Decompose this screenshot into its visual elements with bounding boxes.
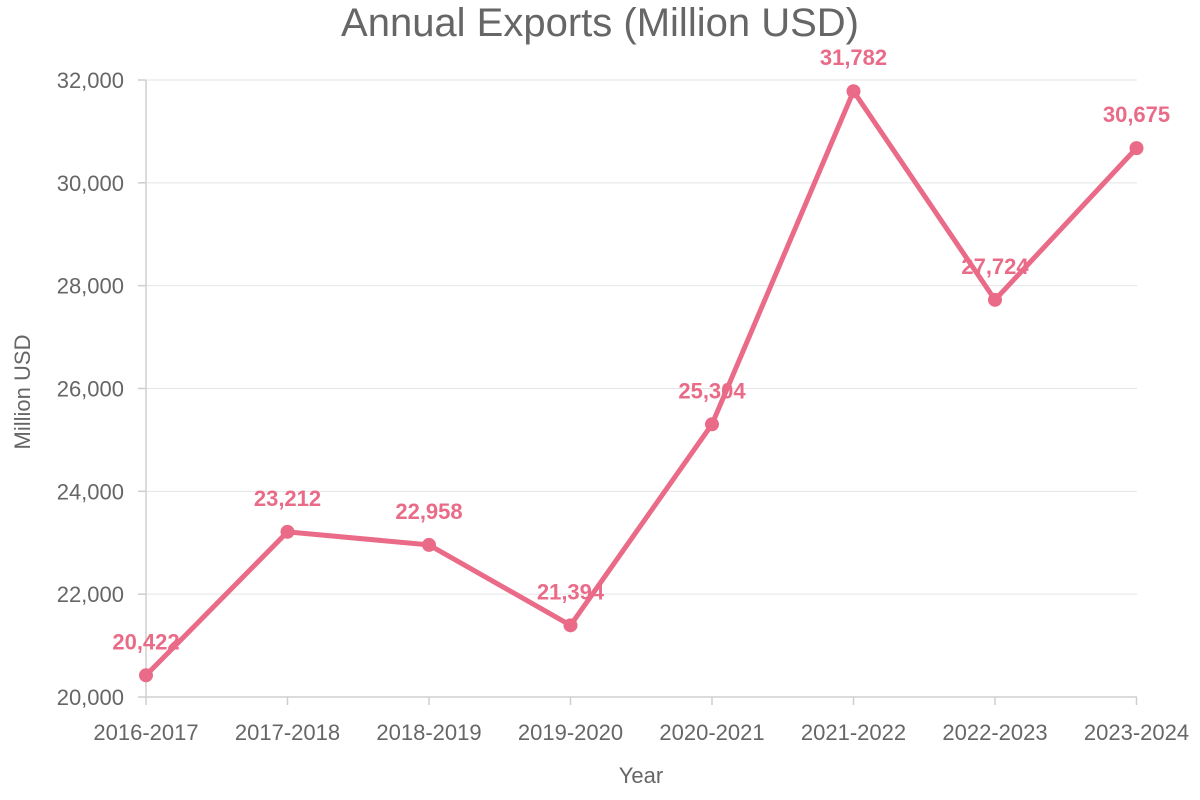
gridlines [146, 79, 1137, 698]
y-tick-label: 24,000 [57, 479, 124, 504]
y-axis-title: Million USD [10, 335, 35, 450]
x-tick-label: 2019-2020 [518, 720, 623, 745]
data-point[interactable] [422, 537, 436, 552]
data-label: 30,675 [1103, 102, 1170, 127]
data-labels: 20,422 23,212 22,958 21,394 25,304 31,782 27,7… [112, 45, 1170, 654]
x-tick-label: 2016-2017 [93, 720, 198, 745]
data-point[interactable] [988, 292, 1002, 307]
data-label: 23,212 [254, 486, 321, 511]
y-tick-label: 26,000 [57, 377, 124, 402]
x-tick-label: 2023-2024 [1084, 720, 1189, 745]
y-tick-label: 22,000 [57, 582, 124, 607]
x-tick-label: 2020-2021 [659, 720, 764, 745]
series [139, 84, 1144, 683]
data-label: 25,304 [678, 378, 746, 403]
y-tick-label: 32,000 [57, 68, 124, 93]
y-tick-label: 28,000 [57, 274, 124, 299]
x-tick-label: 2022-2023 [942, 720, 1047, 745]
y-tick-label: 20,000 [57, 685, 124, 710]
data-label: 21,394 [537, 579, 605, 604]
data-point[interactable] [846, 84, 861, 99]
data-point[interactable] [139, 668, 153, 683]
x-axis-title: Year [619, 763, 663, 788]
x-tick-label: 2021-2022 [801, 720, 906, 745]
axes [138, 79, 1138, 705]
data-point[interactable] [280, 524, 295, 539]
x-tick-labels: 2016-2017 2017-2018 2018-2019 2019-2020 2020… [93, 720, 1189, 745]
data-label: 27,724 [961, 254, 1029, 279]
data-label: 31,782 [820, 45, 887, 70]
y-tick-label: 30,000 [57, 171, 124, 196]
series-line [143, 88, 1139, 678]
data-point[interactable] [1129, 141, 1144, 156]
y-tick-labels: 20,000 22,000 24,000 26,000 28,000 30,000 32,0… [57, 68, 124, 710]
data-point[interactable] [705, 417, 719, 432]
data-point[interactable] [563, 618, 578, 633]
data-label: 20,422 [112, 629, 179, 654]
data-label: 22,958 [395, 499, 462, 524]
chart-title: Annual Exports (Million USD) [341, 1, 859, 45]
x-tick-label: 2018-2019 [376, 720, 481, 745]
x-tick-label: 2017-2018 [235, 720, 340, 745]
